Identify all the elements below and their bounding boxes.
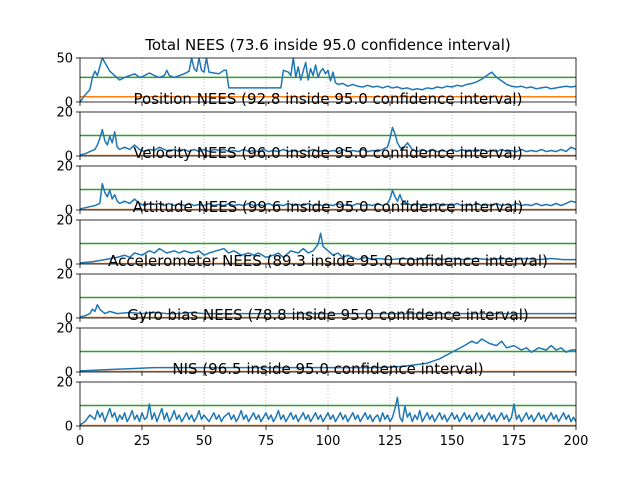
x-tick-label: 25 — [134, 434, 151, 449]
y-tick-label: 0 — [65, 96, 73, 111]
y-tick-label: 0 — [65, 150, 73, 165]
y-tick-label: 0 — [65, 366, 73, 381]
subplot-title: Accelerometer NEES (89.3 inside 95.0 con… — [108, 252, 548, 270]
subplot-title: Gyro bias NEES (78.8 inside 95.0 confide… — [127, 306, 529, 324]
x-tick-label: 50 — [196, 434, 213, 449]
subplot-1: 0 50 — [56, 52, 577, 111]
subplot-title: NIS (96.5 inside 95.0 confidence interva… — [172, 360, 483, 378]
nees-series-line — [80, 304, 576, 318]
subplot-plot-area — [80, 182, 576, 210]
y-tick-label: 20 — [56, 376, 73, 391]
y-tick-label: 0 — [65, 420, 73, 435]
x-tick-label: 200 — [564, 434, 589, 449]
y-tick-label: 20 — [56, 268, 73, 283]
subplot-title: Position NEES (92.8 inside 95.0 confiden… — [134, 90, 523, 108]
subplot-plot-area — [80, 58, 576, 102]
subplot-plot-area — [80, 296, 576, 318]
subplot-7: 0 20 — [56, 376, 577, 435]
x-tick-label: 75 — [258, 434, 275, 449]
subplot-3: 0 20 — [56, 160, 577, 219]
x-tick-label: 125 — [378, 434, 403, 449]
x-tick-label: 150 — [440, 434, 465, 449]
nees-series-line — [80, 232, 576, 264]
y-tick-label: 50 — [56, 52, 73, 67]
y-tick-label: 0 — [65, 258, 73, 273]
subplot-plot-area — [80, 126, 576, 156]
subplot-plot-area — [80, 232, 576, 264]
nees-series-line — [80, 338, 576, 372]
subplot-plot-area — [80, 396, 576, 426]
x-tick-label: 100 — [316, 434, 341, 449]
subplot-title: Total NEES (73.6 inside 95.0 confidence … — [144, 36, 511, 54]
subplot-6: 0 20 — [56, 322, 577, 381]
nees-series-line — [80, 126, 576, 156]
nees-series-line — [80, 396, 576, 426]
subplot-5: 0 20 — [56, 268, 577, 327]
subplot-title: Attitude NEES (99.6 inside 95.0 confiden… — [133, 198, 524, 216]
subplot-2: 0 20 — [56, 106, 577, 165]
x-tick-label: 175 — [502, 434, 527, 449]
nees-series-line — [80, 58, 576, 102]
y-tick-label: 0 — [65, 204, 73, 219]
y-tick-label: 20 — [56, 322, 73, 337]
subplot-4: 0 20 — [56, 214, 577, 273]
y-tick-label: 20 — [56, 106, 73, 121]
x-tick-label: 0 — [76, 434, 84, 449]
y-tick-label: 0 — [65, 312, 73, 327]
y-tick-label: 20 — [56, 160, 73, 175]
nees-series-line — [80, 182, 576, 210]
subplot-title: Velocity NEES (96.0 inside 95.0 confiden… — [133, 144, 522, 162]
subplot-plot-area — [80, 338, 576, 372]
y-tick-label: 20 — [56, 214, 73, 229]
